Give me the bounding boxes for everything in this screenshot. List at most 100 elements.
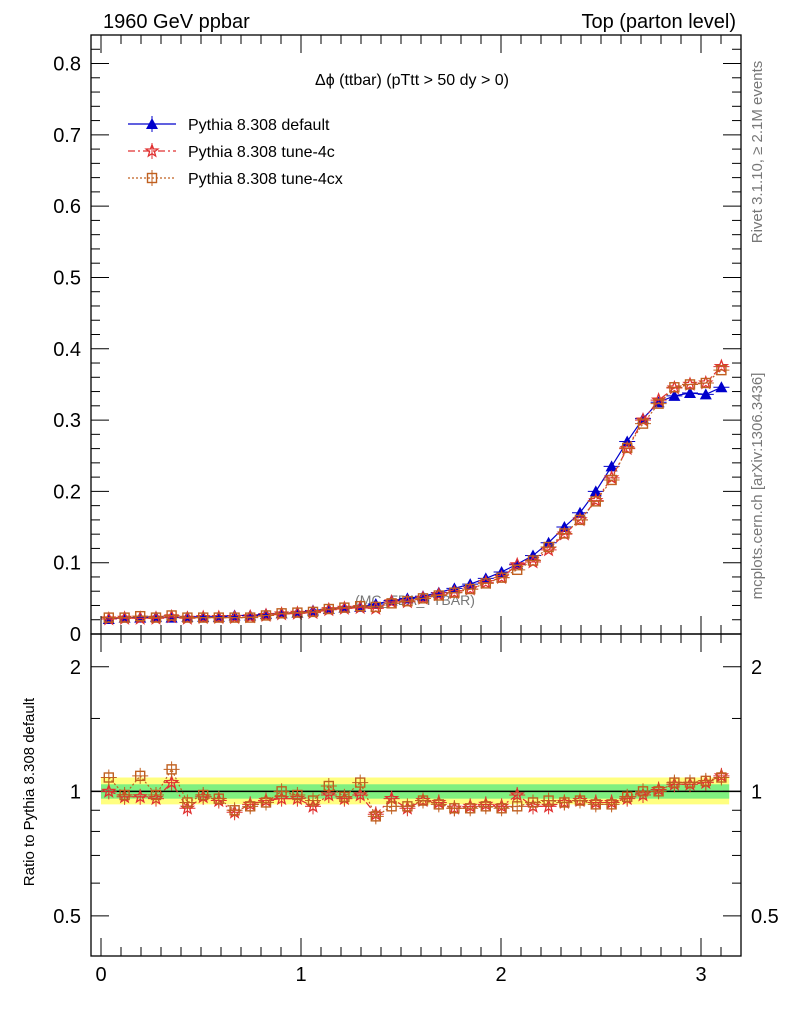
main-point-tune-4cx xyxy=(355,600,366,612)
main-panel: 0 0.1 0.2 0.3 0.4 0.5 0.6 0.7 0.8 (MC_FBA_TTBAR)… xyxy=(53,34,742,646)
main-point-tune-4cx xyxy=(260,610,272,621)
ratio-point-tune-4cx xyxy=(197,789,209,801)
ratio-frame xyxy=(90,633,742,957)
main-line-tune-4cx xyxy=(108,369,722,619)
main-point-tune-4cx xyxy=(684,379,696,390)
main-y-tick-label: 0.2 xyxy=(53,481,81,503)
x-tick-label: 0 xyxy=(95,964,106,986)
ratio-line-tune-4cx xyxy=(108,768,722,818)
ratio-y-tick-label-right: 2 xyxy=(751,657,762,679)
main-point-tune-4cx xyxy=(197,612,209,623)
ratio-point-tune-4cx xyxy=(465,803,476,814)
ratio-point-tune-4cx xyxy=(480,801,491,812)
ratio-y-tick-label: 2 xyxy=(70,657,81,679)
ratio-point-tune-4cx xyxy=(370,811,381,822)
main-point-default xyxy=(715,381,728,393)
main-point-default xyxy=(589,485,602,497)
main-point-tune-4c xyxy=(650,392,667,407)
main-line-tune-4c xyxy=(108,366,722,620)
main-point-tune-4cx xyxy=(716,364,727,376)
ratio-point-tune-4cx xyxy=(527,797,539,808)
ratio-point-tune-4cx xyxy=(684,777,696,788)
ratio-point-tune-4cx xyxy=(653,786,664,797)
analysis-watermark: (MC_FBA_TTBAR) xyxy=(355,592,475,608)
ratio-point-tune-4cx xyxy=(386,801,397,812)
main-point-tune-4cx xyxy=(653,398,664,409)
main-point-tune-4cx xyxy=(417,593,429,604)
main-point-tune-4cx xyxy=(182,612,193,623)
legend-label-default: Pythia 8.308 default xyxy=(188,117,330,134)
main-point-tune-4cx xyxy=(292,607,303,618)
main-line-default xyxy=(108,386,722,620)
ratio-point-tune-4cx xyxy=(213,793,225,804)
rivet-version-label: Rivet 3.1.10, ≥ 2.1M events xyxy=(749,61,766,244)
ratio-point-tune-4cx xyxy=(700,775,711,787)
ratio-series xyxy=(100,761,730,825)
ratio-y-axis-title: Ratio to Pythia 8.308 default xyxy=(21,697,38,886)
main-point-tune-4cx xyxy=(307,606,319,618)
ratio-point-tune-4cx xyxy=(606,799,617,810)
main-y-tick-label: 0.7 xyxy=(53,125,81,147)
main-point-tune-4cx xyxy=(574,514,586,526)
energy-label: 1960 GeV ppbar xyxy=(103,11,250,33)
main-point-tune-4cx xyxy=(386,598,397,609)
ratio-point-tune-4c xyxy=(163,774,180,790)
ratio-point-tune-4c xyxy=(321,786,337,802)
main-y-tick-label: 0.4 xyxy=(53,339,81,361)
main-point-tune-4cx xyxy=(637,418,649,429)
main-point-tune-4cx xyxy=(229,612,240,623)
main-point-tune-4cx xyxy=(134,610,146,622)
x-tick-label: 3 xyxy=(695,964,706,986)
ratio-point-tune-4c xyxy=(273,790,290,806)
ratio-point-tune-4cx xyxy=(543,795,554,806)
main-point-tune-4cx xyxy=(559,528,570,539)
main-point-tune-4cx xyxy=(119,612,130,623)
main-point-tune-4cx xyxy=(433,590,444,601)
main-y-tick-label: 0.5 xyxy=(53,267,81,289)
main-point-tune-4cx xyxy=(700,377,711,389)
main-point-tune-4c xyxy=(635,412,651,427)
ratio-point-tune-4cx xyxy=(433,799,444,810)
ratio-point-tune-4cx xyxy=(339,791,350,803)
legend-label-tune-4c: Pythia 8.308 tune-4c xyxy=(188,144,335,161)
ratio-point-tune-4cx xyxy=(260,797,272,808)
ratio-point-tune-4cx xyxy=(276,786,287,797)
ratio-point-tune-4cx xyxy=(512,801,523,812)
ratio-point-tune-4cx xyxy=(182,797,193,808)
main-point-tune-4cx xyxy=(370,601,381,613)
ratio-point-tune-4cx xyxy=(244,801,256,812)
ratio-point-tune-4cx xyxy=(103,772,115,783)
ratio-point-tune-4cx xyxy=(716,772,727,783)
main-point-tune-4cx xyxy=(622,442,633,454)
main-point-tune-4cx xyxy=(543,541,554,553)
ratio-point-tune-4cx xyxy=(590,799,601,810)
main-y-tick-label: 0.8 xyxy=(53,54,81,76)
ratio-y-ticks: 0.5 0.5 1 1 2 2 xyxy=(53,657,779,928)
main-point-default xyxy=(684,386,696,398)
main-point-tune-4cx xyxy=(527,555,539,566)
main-y-tick-label: 0.1 xyxy=(53,553,81,575)
main-y-tick-label: 0.6 xyxy=(53,196,81,218)
main-point-tune-4c xyxy=(713,358,730,374)
main-series xyxy=(100,358,730,626)
main-point-tune-4cx xyxy=(402,595,413,607)
ratio-y-tick-label: 0.5 xyxy=(53,906,81,928)
x-ticks: 0 1 2 3 xyxy=(95,35,742,986)
ratio-point-tune-4cx xyxy=(229,805,240,816)
ratio-point-tune-4cx xyxy=(496,803,507,814)
mcplots-label: mcplots.cern.ch [arXiv:1306.3436] xyxy=(749,373,766,600)
legend-marker-tune-4c xyxy=(144,142,160,158)
main-point-tune-4cx xyxy=(244,612,256,623)
main-y-ticks: 0 0.1 0.2 0.3 0.4 0.5 0.6 0.7 0.8 xyxy=(53,48,741,646)
main-point-tune-4cx xyxy=(213,612,225,623)
ratio-y-tick-label-right: 1 xyxy=(751,781,762,803)
main-point-tune-4cx xyxy=(323,603,334,615)
ratio-point-tune-4cx xyxy=(622,791,633,803)
main-point-tune-4cx xyxy=(669,382,680,393)
ratio-point-tune-4cx xyxy=(402,801,413,812)
main-point-tune-4cx xyxy=(496,572,507,583)
ratio-point-tune-4cx xyxy=(449,803,460,814)
main-point-tune-4cx xyxy=(150,612,162,623)
legend-marker-tune-4cx xyxy=(146,172,158,184)
